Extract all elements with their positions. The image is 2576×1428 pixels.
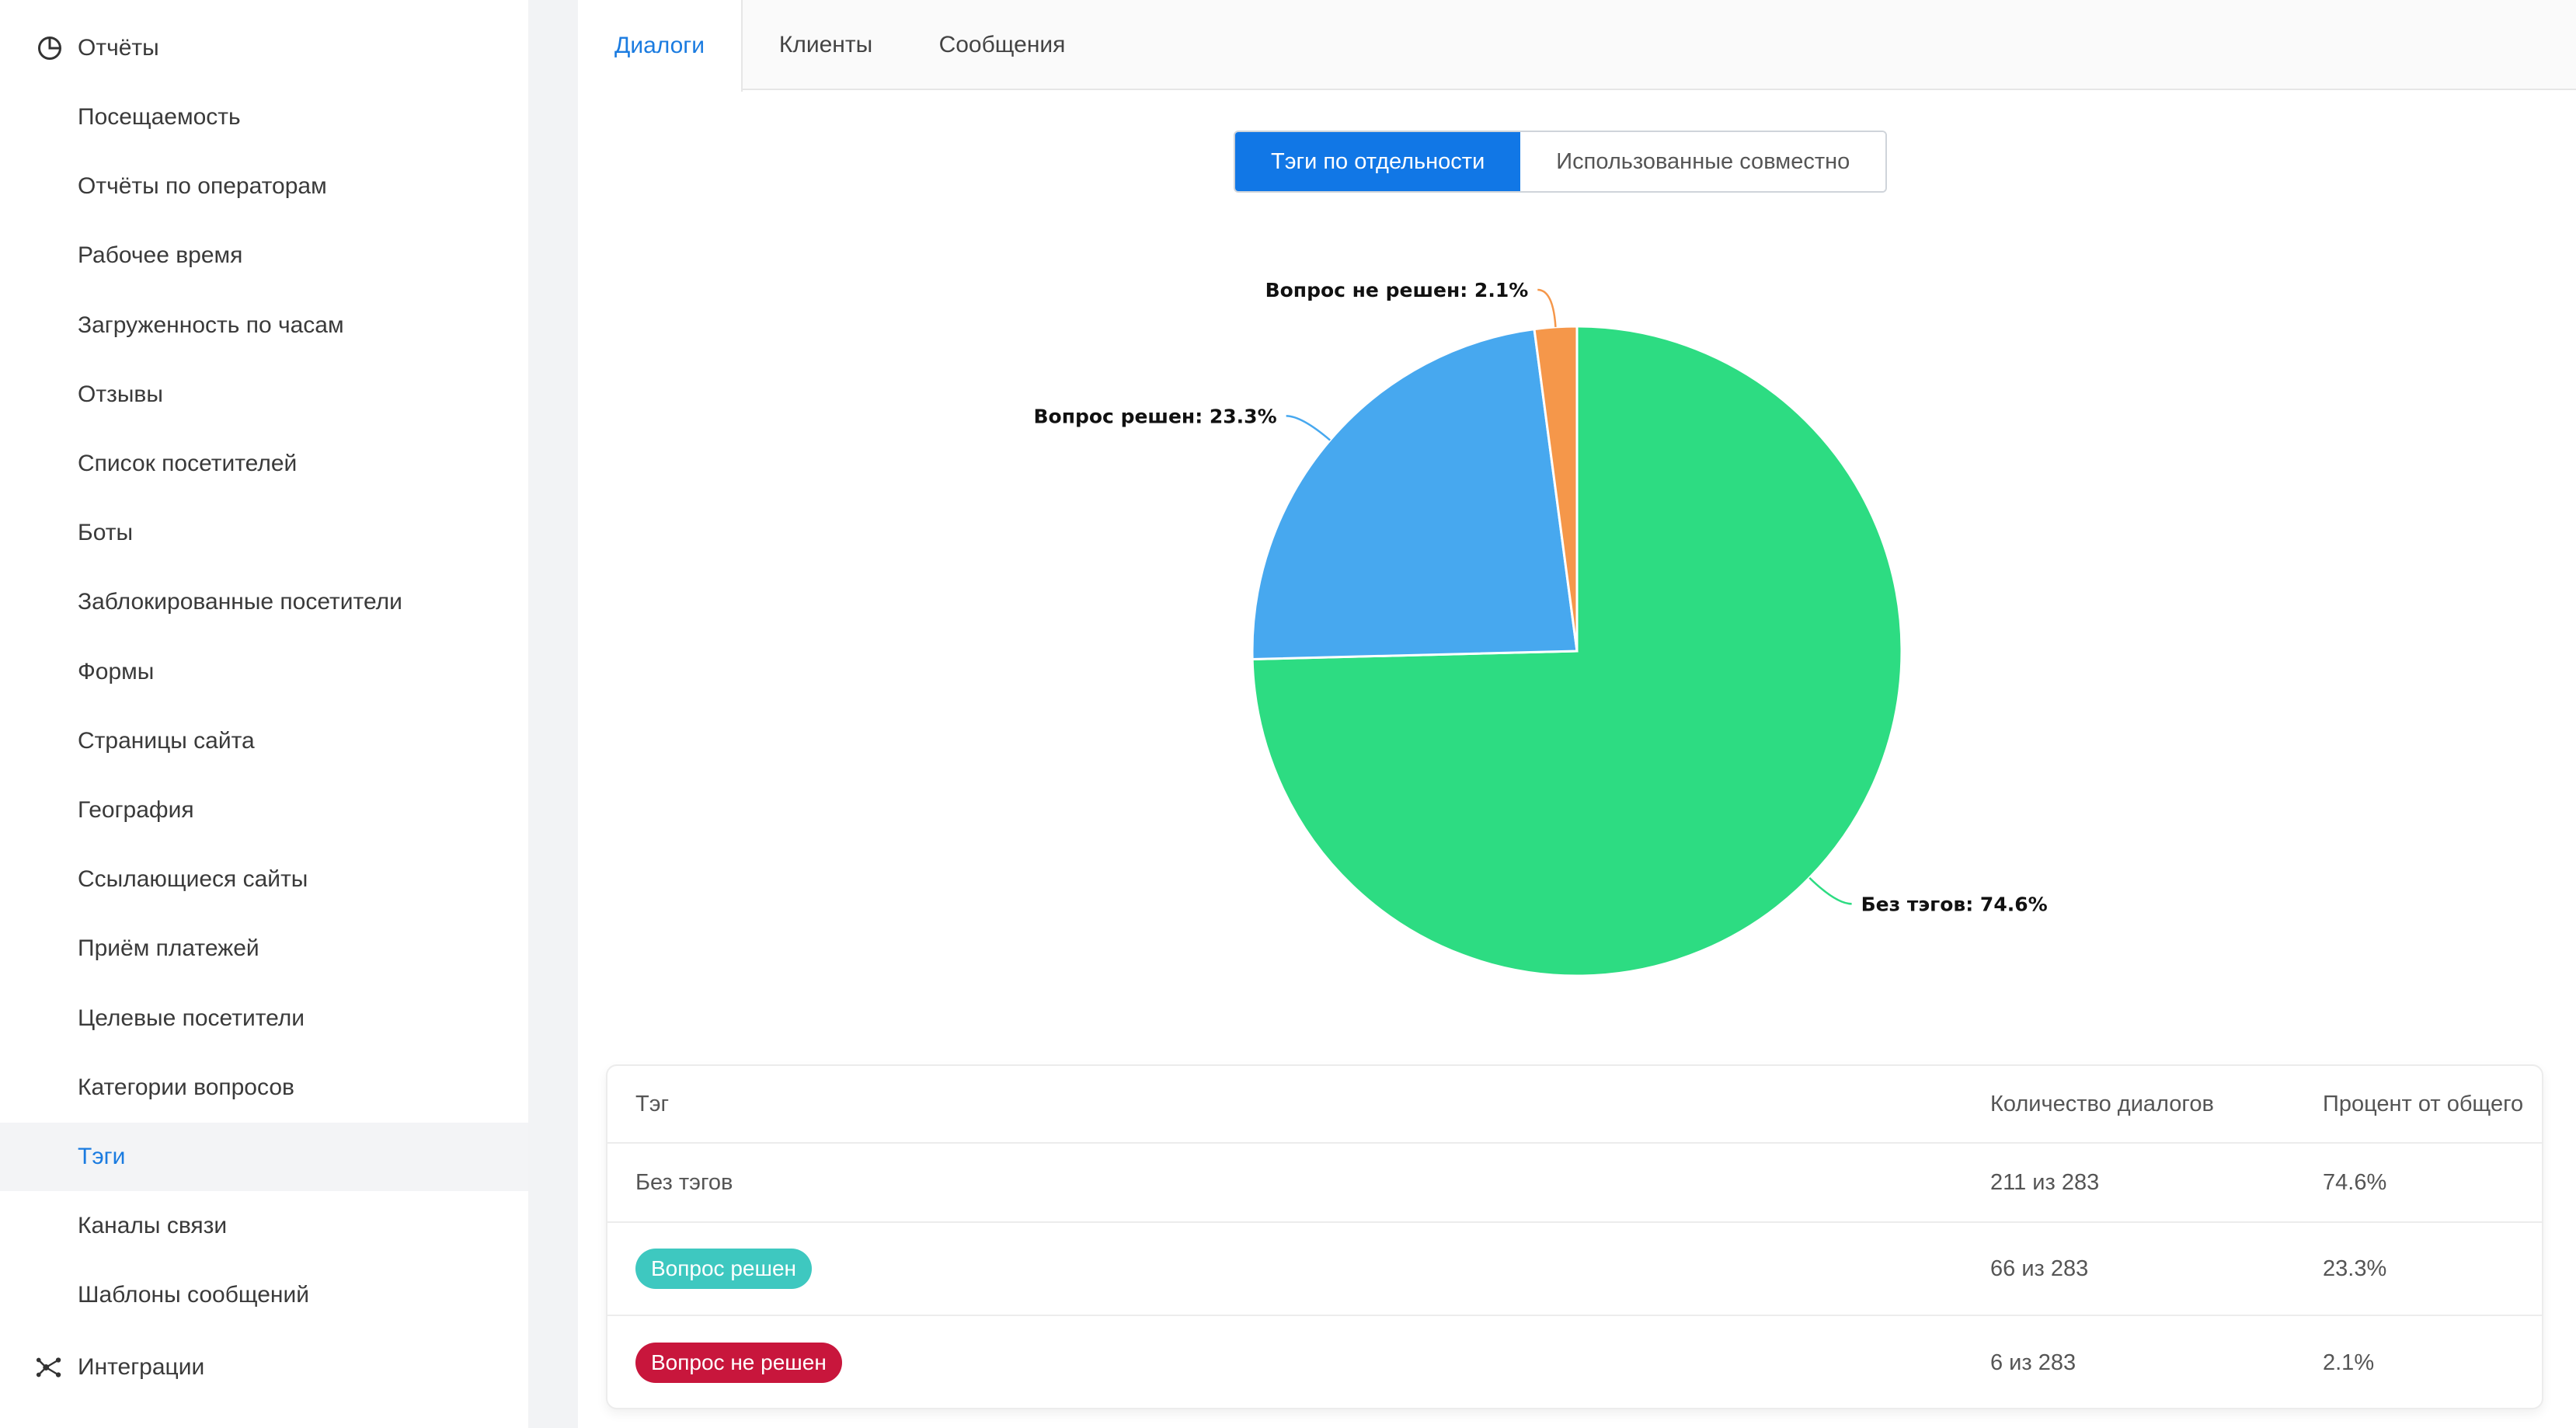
sidebar-item-13[interactable]: Целевые посетители xyxy=(0,984,528,1053)
sidebar-item-label: Ссылающиеся сайты xyxy=(78,866,308,893)
sidebar-item-label: Загруженность по часам xyxy=(78,312,344,338)
toggle-combined-button[interactable]: Использованные совместно xyxy=(1520,132,1886,191)
sidebar-item-label: Отчёты xyxy=(78,35,159,61)
sidebar-item-label: Каналы связи xyxy=(78,1213,228,1239)
dialog-count: 6 из 283 xyxy=(1990,1350,2076,1375)
sidebar-item-label: Интеграции xyxy=(78,1354,205,1380)
sidebar-item-4[interactable]: Отзывы xyxy=(0,360,528,429)
tab-clients[interactable]: Клиенты xyxy=(778,32,873,57)
pie-label-2: Вопрос не решен: 2.1% xyxy=(1265,279,1529,301)
sidebar-item-1[interactable]: Отчёты по операторам xyxy=(0,152,528,221)
pie-label-1: Вопрос решен: 23.3% xyxy=(1033,405,1276,427)
sidebar-item-label: География xyxy=(78,797,194,823)
sidebar-item-8[interactable]: Формы xyxy=(0,638,528,706)
dialog-percent: 23.3% xyxy=(2323,1256,2387,1281)
tags-table: Тэг Количество диалогов Процент от общег… xyxy=(606,1064,2543,1409)
pie-label-0: Без тэгов: 74.6% xyxy=(1861,893,2048,915)
header-tag: Тэг xyxy=(635,1091,670,1116)
sidebar-item-2[interactable]: Рабочее время xyxy=(0,221,528,290)
table-row: Вопрос не решен 6 из 283 2.1% xyxy=(607,1316,2542,1409)
sidebar-item-10[interactable]: География xyxy=(0,776,528,845)
pie-chart-icon xyxy=(34,33,65,64)
sidebar-item-5[interactable]: Список посетителей xyxy=(0,430,528,498)
sidebar-item-label: Формы xyxy=(78,658,155,684)
sidebar-item-11[interactable]: Ссылающиеся сайты xyxy=(0,845,528,914)
sidebar-item-label: Целевые посетители xyxy=(78,1005,305,1031)
sidebar-item-label: Тэги xyxy=(78,1144,126,1169)
sidebar-item-label: Посещаемость xyxy=(78,104,241,130)
sidebar-item-16[interactable]: Каналы связи xyxy=(0,1192,528,1260)
sidebar-item-7[interactable]: Заблокированные посетители xyxy=(0,568,528,636)
tag-badge-unresolved[interactable]: Вопрос не решен xyxy=(635,1343,842,1383)
sidebar-item-14[interactable]: Категории вопросов xyxy=(0,1054,528,1122)
tab-bar: Диалоги Клиенты Сообщения xyxy=(578,0,2576,92)
tag-text: Без тэгов xyxy=(635,1169,733,1195)
sidebar-item-label: Страницы сайта xyxy=(78,727,255,754)
pie-slice-1[interactable] xyxy=(1251,327,1579,661)
sidebar-item-0[interactable]: Посещаемость xyxy=(0,83,528,152)
tags-pie-chart: Без тэгов: 74.6% Вопрос решен: 23.3% Вопро… xyxy=(578,218,2576,994)
dialog-count: 211 из 283 xyxy=(1990,1169,2100,1195)
toggle-individual-button[interactable]: Тэги по отдельности xyxy=(1235,132,1521,191)
sidebar-item-label: Отзывы xyxy=(78,381,163,407)
header-count: Количество диалогов xyxy=(1990,1091,2214,1116)
sidebar-item-9[interactable]: Страницы сайта xyxy=(0,707,528,775)
sidebar-item-label: Отчёты по операторам xyxy=(78,173,327,200)
dialog-percent: 2.1% xyxy=(2323,1350,2375,1375)
view-toggle: Тэги по отдельности Использованные совме… xyxy=(1234,131,1888,193)
network-icon xyxy=(34,1352,65,1383)
sidebar-item-label: Заблокированные посетители xyxy=(78,589,402,615)
pie-leader-line-2 xyxy=(1537,288,1557,327)
sidebar-item-label: Рабочее время xyxy=(78,242,243,269)
sidebar-item-label: Боты xyxy=(78,520,134,546)
table-row: Без тэгов 211 из 283 74.6% xyxy=(607,1144,2542,1223)
tab-dialogs[interactable]: Диалоги xyxy=(578,0,743,92)
sidebar-item-label: Шаблоны сообщений xyxy=(78,1282,310,1308)
table-header-row: Тэг Количество диалогов Процент от общег… xyxy=(607,1066,2542,1144)
main-content: Диалоги Клиенты Сообщения Тэги по отдель… xyxy=(578,0,2576,1428)
sidebar-item-label: Приём платежей xyxy=(78,935,259,962)
sidebar-item-integrations[interactable]: Интеграции xyxy=(0,1333,528,1402)
sidebar-item-3[interactable]: Загруженность по часам xyxy=(0,291,528,360)
pie-slice-2[interactable] xyxy=(1533,325,1579,652)
sidebar-item-15[interactable]: Тэги xyxy=(0,1123,528,1191)
sidebar-item-12[interactable]: Приём платежей xyxy=(0,914,528,983)
tab-messages[interactable]: Сообщения xyxy=(938,32,1066,57)
sidebar-item-label: Список посетителей xyxy=(78,451,298,476)
pie-leader-line-1 xyxy=(1286,415,1331,441)
table-row: Вопрос решен 66 из 283 23.3% xyxy=(607,1223,2542,1316)
sidebar: Отчёты Посещаемость Отчёты по операторам Р… xyxy=(0,0,528,1428)
sidebar-item-reports[interactable]: Отчёты xyxy=(0,14,528,82)
dialog-count: 66 из 283 xyxy=(1990,1256,2089,1281)
sidebar-item-17[interactable]: Шаблоны сообщений xyxy=(0,1261,528,1329)
sidebar-item-label: Категории вопросов xyxy=(78,1074,294,1100)
tag-badge-resolved[interactable]: Вопрос решен xyxy=(635,1249,812,1289)
header-percent: Процент от общего xyxy=(2323,1091,2524,1116)
sidebar-item-6[interactable]: Боты xyxy=(0,499,528,567)
pie-leader-line-0 xyxy=(1808,876,1852,905)
dialog-percent: 74.6% xyxy=(2323,1169,2387,1195)
